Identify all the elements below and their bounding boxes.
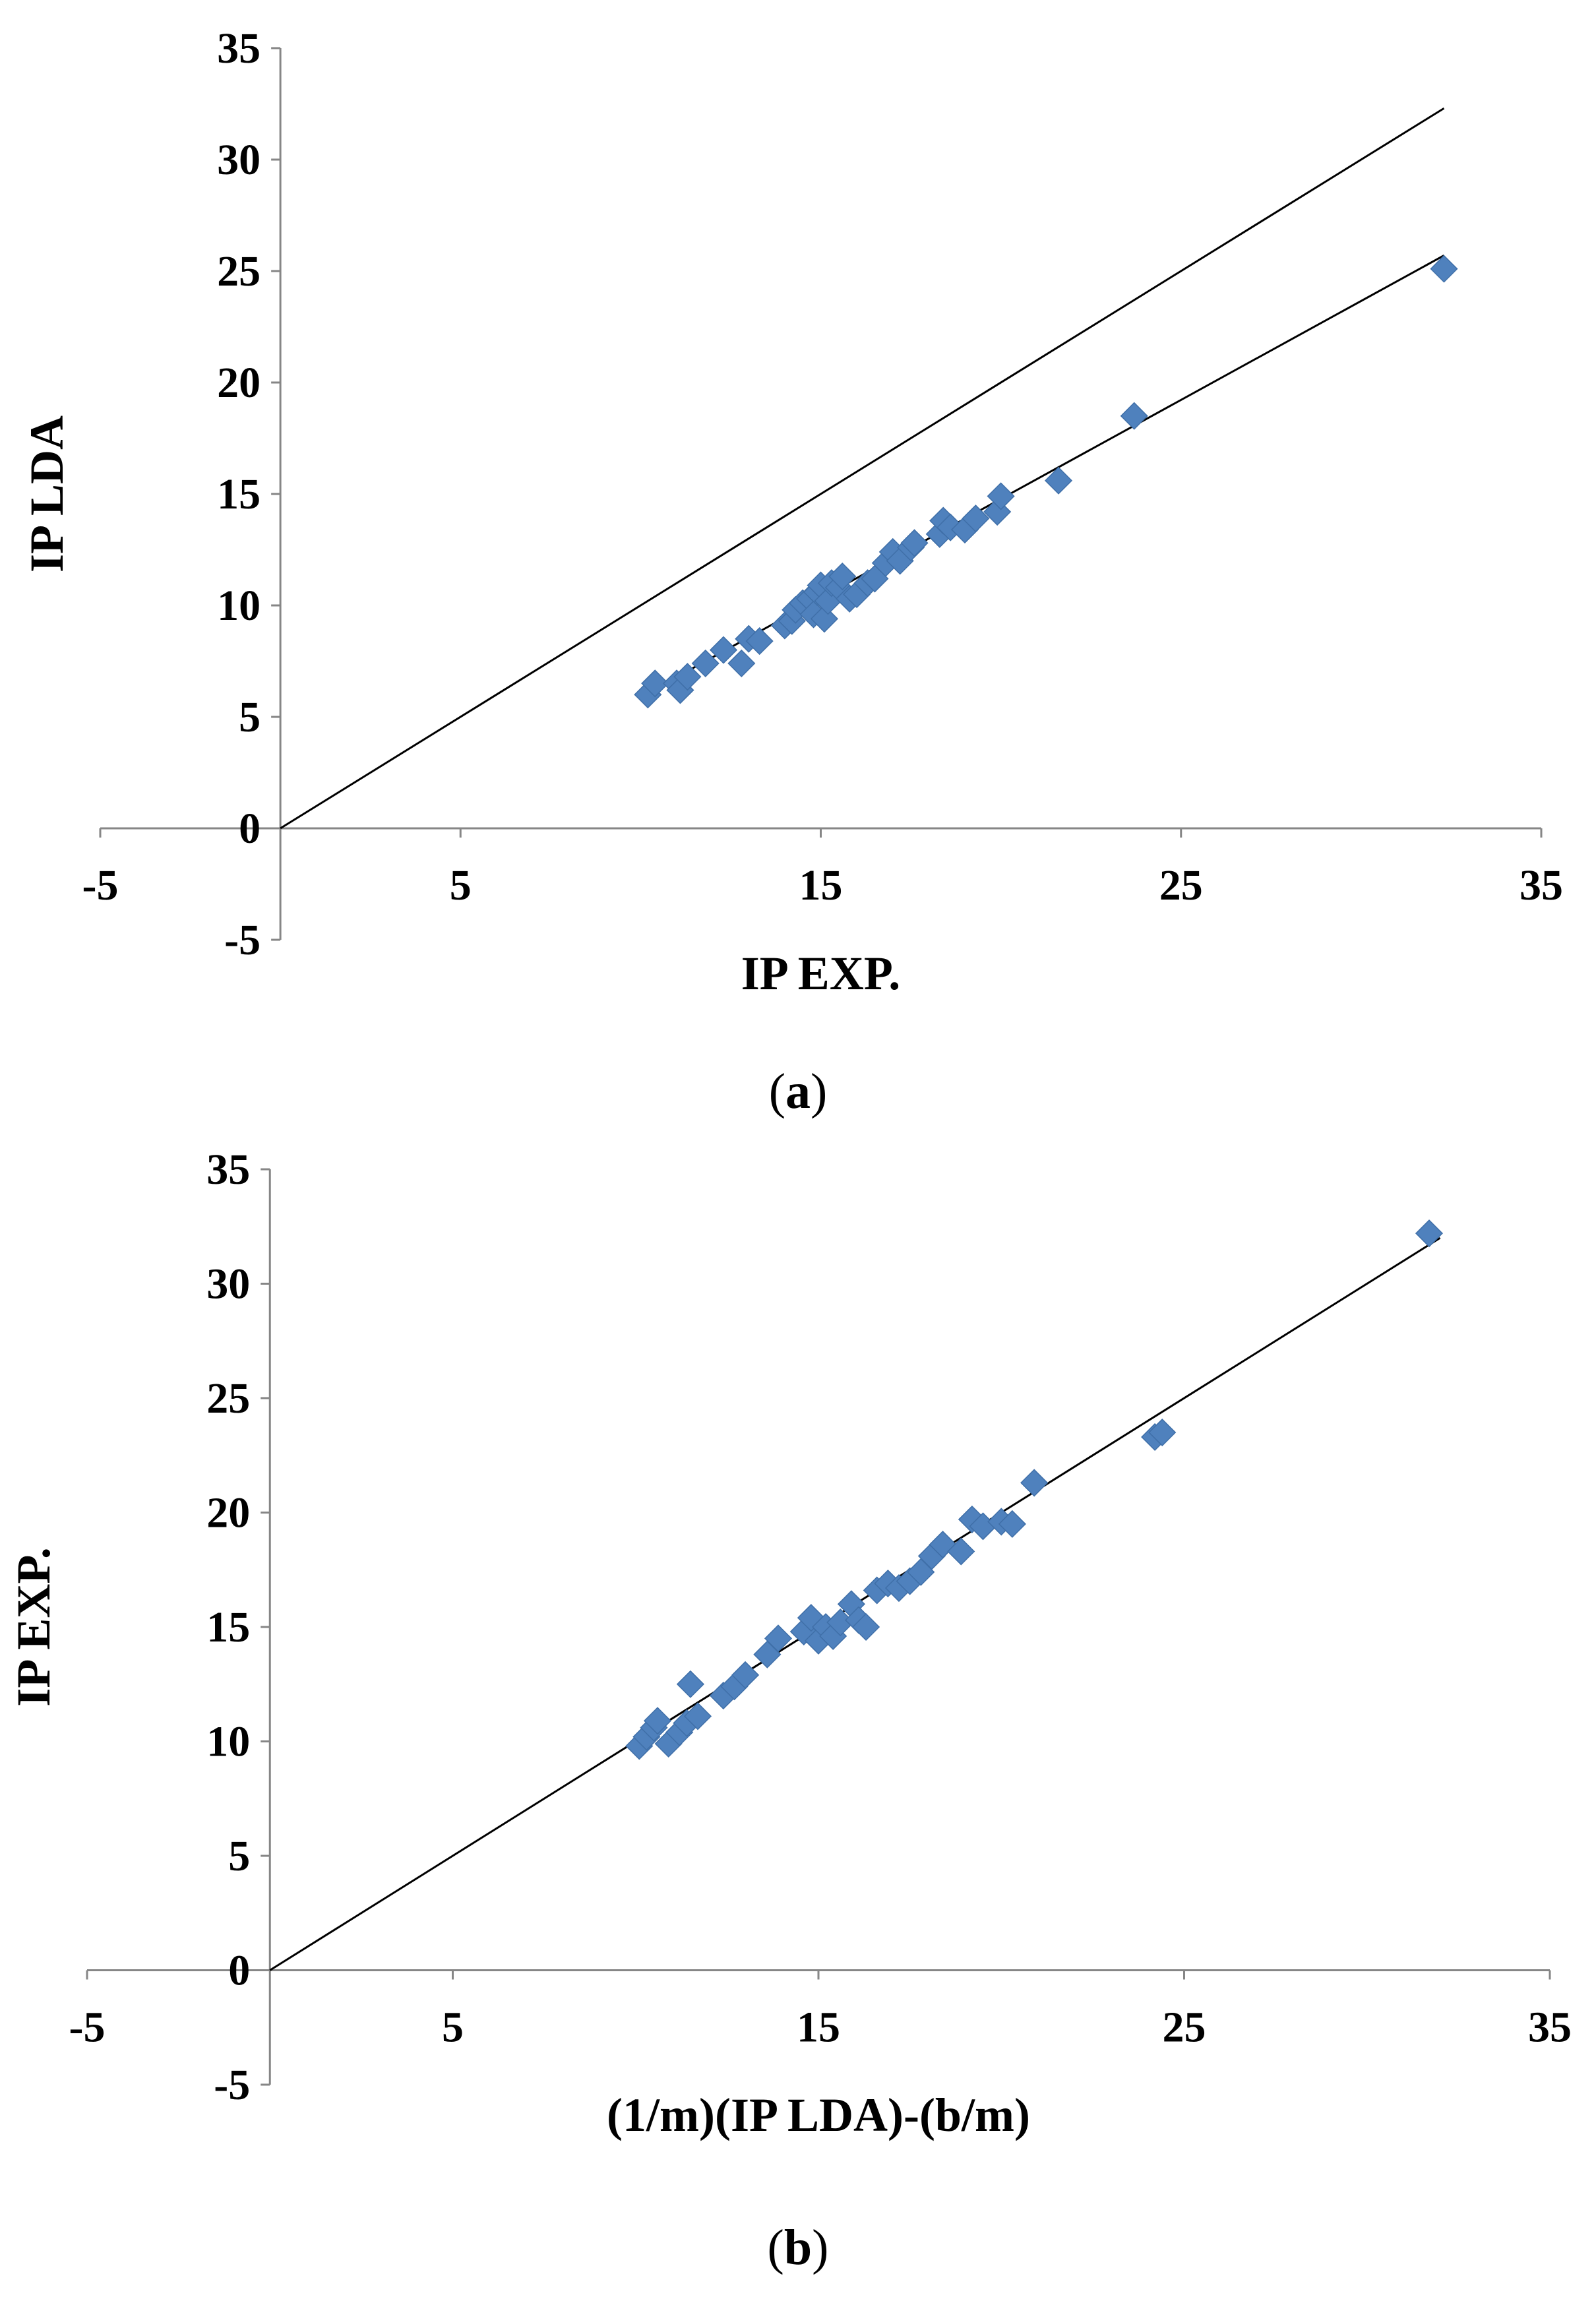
caption-paren-close: ) xyxy=(811,1064,827,1119)
y-tick-label: 20 xyxy=(217,359,261,407)
y-tick-label: 15 xyxy=(206,1603,250,1651)
data-point xyxy=(1120,402,1148,430)
data-point xyxy=(852,1612,880,1641)
data-point xyxy=(987,482,1015,510)
x-tick-label: 35 xyxy=(1528,2004,1572,2052)
data-point xyxy=(745,627,774,656)
data-point xyxy=(1430,255,1458,283)
y-tick-label: 30 xyxy=(206,1260,250,1308)
data-point xyxy=(683,1702,712,1731)
data-point xyxy=(1415,1219,1444,1248)
y-tick-label: 25 xyxy=(217,247,261,295)
y-tick-label: 25 xyxy=(206,1374,250,1423)
scatter-chart-b: -5 0 5 10 15 20 25 30 35 -5 5 15 25 35 (1/m)(IP LDA)-(… xyxy=(7,1150,1572,2275)
x-tick-label: 5 xyxy=(442,2004,464,2052)
y-tick-label: 10 xyxy=(217,582,261,630)
data-point xyxy=(709,636,738,664)
x-tick-label: 5 xyxy=(450,861,472,909)
x-tick-label: 35 xyxy=(1519,861,1563,909)
data-point xyxy=(727,649,756,677)
data-point xyxy=(731,1661,760,1689)
x-axis-title: IP EXP. xyxy=(741,947,900,1000)
y-tick-label: 35 xyxy=(206,1150,250,1194)
data-point xyxy=(1044,466,1073,495)
data-point xyxy=(641,669,669,698)
data-point xyxy=(676,1670,704,1698)
caption-letter: b xyxy=(784,2220,812,2275)
data-point xyxy=(900,529,929,557)
x-tick-label: 15 xyxy=(799,861,843,909)
data-point xyxy=(643,1707,672,1735)
y-tick-label: 0 xyxy=(228,1947,250,1995)
caption-paren-open: ( xyxy=(768,2220,784,2275)
data-point xyxy=(828,562,857,591)
y-tick-label: 30 xyxy=(217,136,261,184)
x-tick-label: -5 xyxy=(82,861,119,909)
y-tick-label: 10 xyxy=(206,1718,250,1766)
caption-paren-open: ( xyxy=(769,1064,785,1119)
x-tick-label: -5 xyxy=(69,2004,106,2052)
x-axis-title: (1/m)(IP LDA)-(b/m) xyxy=(607,2089,1030,2141)
x-tick-label: 25 xyxy=(1159,861,1203,909)
y-axis-title: IP LDA xyxy=(20,415,73,572)
y-tick-label: 35 xyxy=(217,24,261,73)
y-tick-label: 5 xyxy=(228,1832,250,1880)
y-tick-label: 20 xyxy=(206,1489,250,1537)
y-axis-title: IP EXP. xyxy=(7,1547,60,1706)
data-point xyxy=(998,1510,1026,1538)
data-point xyxy=(810,605,839,633)
data-point xyxy=(764,1624,793,1653)
y-tick-label: 15 xyxy=(217,470,261,518)
trend-line xyxy=(280,107,1445,830)
caption-paren-close: ) xyxy=(812,2220,828,2275)
data-point xyxy=(673,663,702,691)
data-point xyxy=(947,1537,975,1566)
data-point xyxy=(691,649,720,677)
data-point xyxy=(962,505,990,533)
y-tick-label: -5 xyxy=(214,2061,250,2109)
y-tick-label: -5 xyxy=(224,916,261,964)
scatter-chart-a: -5 0 5 10 15 20 25 30 35 -5 5 15 25 35 IP EXP. IP LDA (a… xyxy=(20,24,1563,1119)
chart-panel-b: -5 0 5 10 15 20 25 30 35 -5 5 15 25 35 (1/m)(IP LDA)-(… xyxy=(0,1150,1596,2299)
y-tick-label: 0 xyxy=(239,805,261,853)
x-tick-label: 15 xyxy=(797,2004,840,2052)
data-point xyxy=(1020,1469,1049,1497)
panel-caption: (a) xyxy=(769,1064,828,1119)
x-tick-label: 25 xyxy=(1163,2004,1206,2052)
data-point xyxy=(1148,1418,1177,1447)
chart-panel-a: -5 0 5 10 15 20 25 30 35 -5 5 15 25 35 IP EXP. IP LDA (a… xyxy=(20,24,1563,1119)
caption-letter: a xyxy=(785,1064,811,1119)
panel-caption: (b) xyxy=(768,2220,829,2275)
y-tick-label: 5 xyxy=(239,693,261,741)
